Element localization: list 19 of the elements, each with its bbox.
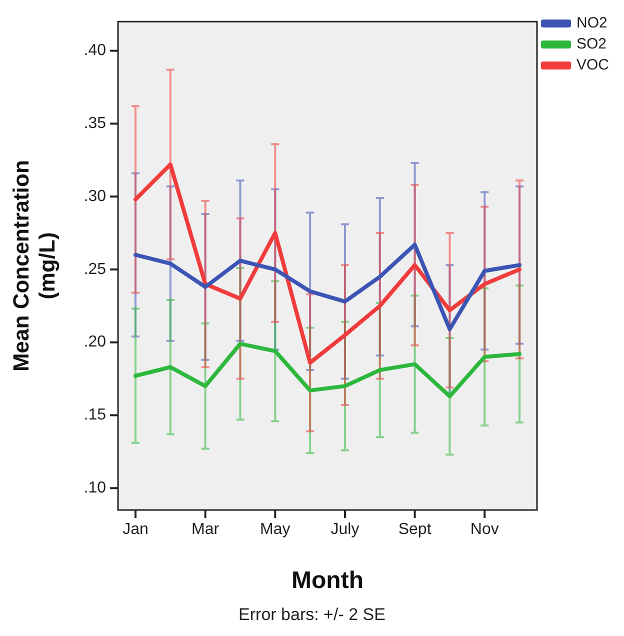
- x-axis-title: Month: [292, 567, 364, 594]
- x-tick-label: May: [260, 521, 290, 538]
- y-tick-label: .25: [84, 260, 106, 278]
- y-tick-label: .30: [84, 188, 106, 205]
- x-tick-label: Mar: [192, 521, 220, 538]
- y-tick-label: .10: [84, 480, 106, 497]
- x-tick-label: Jan: [122, 521, 148, 538]
- y-tick-label: .15: [84, 406, 106, 424]
- text: Error bars: +/- 2 SE: [238, 605, 386, 625]
- legend-label: SO2: [576, 36, 607, 53]
- x-tick-label: Sept: [398, 521, 432, 538]
- legend-label: NO2: [576, 14, 608, 32]
- x-tick-label: July: [330, 521, 360, 538]
- y-tick-label: .35: [84, 115, 106, 132]
- y-tick-label: .40: [84, 42, 106, 60]
- x-tick-label: Nov: [470, 521, 499, 538]
- y-tick-label: .20: [84, 334, 106, 351]
- legend-label: VOC: [576, 56, 610, 74]
- y-axis-title: Mean Concentration (mg/L): [8, 160, 60, 372]
